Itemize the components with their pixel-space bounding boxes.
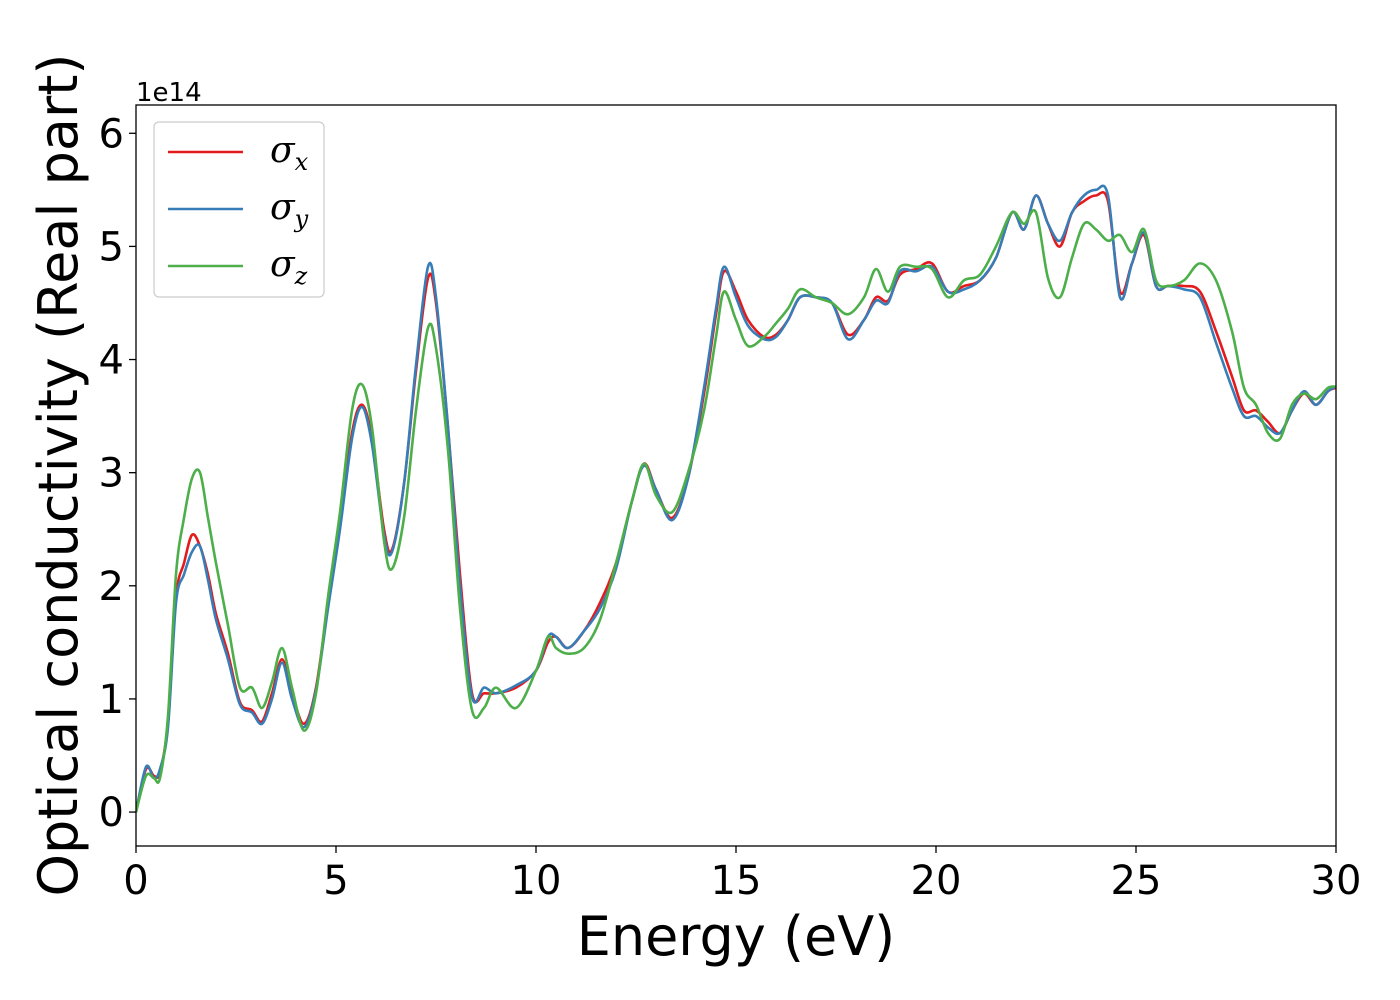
x-tick-label: 10 [511,858,562,904]
legend: σx σy σz [153,121,325,298]
y-axis-offset-label: 1e14 [136,78,202,108]
y-axis-label: Optical conductivity (Real part) [27,54,90,897]
series-line-z [136,209,1336,813]
y-tick-label: 1 [99,677,124,723]
x-axis-label: Energy (eV) [577,905,896,968]
x-axis-ticks: 0 5 10 15 20 25 30 [123,846,1361,904]
legend-label-x: σx [270,130,309,176]
y-tick-label: 6 [99,111,124,157]
y-tick-label: 0 [99,790,124,836]
x-tick-label: 30 [1311,858,1362,904]
y-tick-label: 5 [99,224,124,270]
y-tick-label: 4 [99,338,124,384]
legend-label-z: σz [270,244,308,290]
x-tick-label: 15 [711,858,762,904]
y-tick-label: 2 [99,564,124,610]
y-tick-label: 3 [99,451,124,497]
series-line-y [136,184,1336,813]
x-tick-label: 25 [1111,858,1162,904]
legend-label-y: σy [270,187,309,233]
x-tick-label: 5 [323,858,348,904]
x-tick-label: 0 [123,858,148,904]
plot-lines [136,184,1336,813]
y-axis-ticks: 0 1 2 3 4 5 6 [99,111,136,836]
x-tick-label: 20 [911,858,962,904]
